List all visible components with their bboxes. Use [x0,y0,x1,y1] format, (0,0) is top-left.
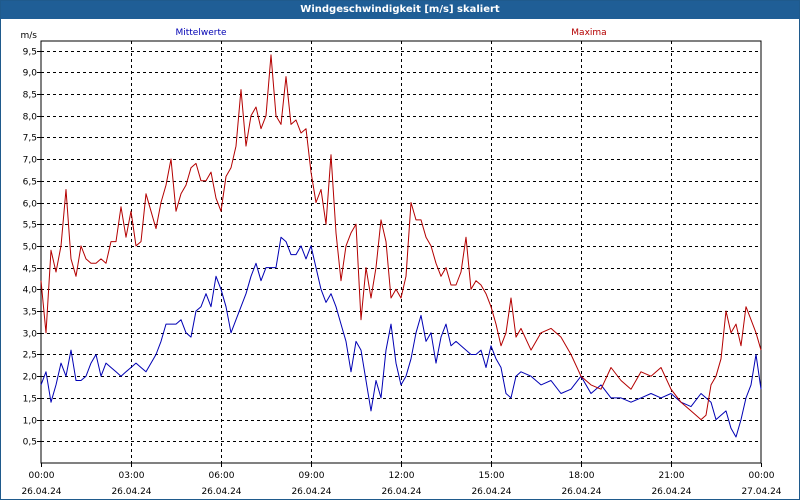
x-tick-time: 00:00 [29,471,55,481]
y-tick-label: 2,0 [23,373,38,383]
x-tick-time: 03:00 [119,471,145,481]
window-title: Windgeschwindigkeit [m/s] skaliert [1,1,799,19]
y-tick-label: 4,5 [23,265,37,275]
y-tick-label: 4,0 [23,286,38,296]
series-line-max [40,54,762,421]
x-tick-time: 21:00 [659,471,685,481]
y-axis-unit: m/s [21,31,38,41]
y-tick-label: 7,5 [23,134,37,144]
y-tick-label: 1,0 [23,417,38,427]
y-tick-label: 7,0 [23,156,38,166]
y-tick-label: 8,0 [23,113,38,123]
x-tick-time: 00:00 [749,471,775,481]
y-tick-label: 3,0 [23,330,38,340]
y-tick-label: 9,5 [23,48,37,58]
x-tick-time: 06:00 [209,471,235,481]
x-tick-date: 26.04.24 [471,487,511,497]
y-tick-label: 6,5 [23,178,37,188]
x-tick-date: 26.04.24 [561,487,601,497]
x-tick-date: 26.04.24 [651,487,691,497]
x-tick-date: 26.04.24 [291,487,331,497]
x-tick-time: 15:00 [479,471,505,481]
legend-max: Maxima [571,28,606,38]
legend-mean: Mittelwerte [175,28,226,38]
x-tick-time: 18:00 [569,471,595,481]
y-tick-label: 1,5 [23,395,37,405]
y-tick-label: 8,5 [23,91,37,101]
x-tick-date: 26.04.24 [381,487,421,497]
y-tick-label: 6,0 [23,200,38,210]
y-tick-label: 3,5 [23,308,37,318]
x-tick-time: 12:00 [389,471,415,481]
series-line-mean [40,236,762,438]
x-tick-date: 26.04.24 [201,487,241,497]
y-tick-label: 9,0 [23,69,38,79]
x-tick-date: 26.04.24 [111,487,151,497]
y-tick-label: 5,0 [23,243,38,253]
x-tick-date: 27.04.24 [741,487,781,497]
y-tick-label: 2,5 [23,351,37,361]
y-tick-label: 5,5 [23,221,37,231]
x-tick-time: 09:00 [299,471,325,481]
y-tick-label: 0,5 [23,438,37,448]
x-tick-date: 26.04.24 [21,487,61,497]
